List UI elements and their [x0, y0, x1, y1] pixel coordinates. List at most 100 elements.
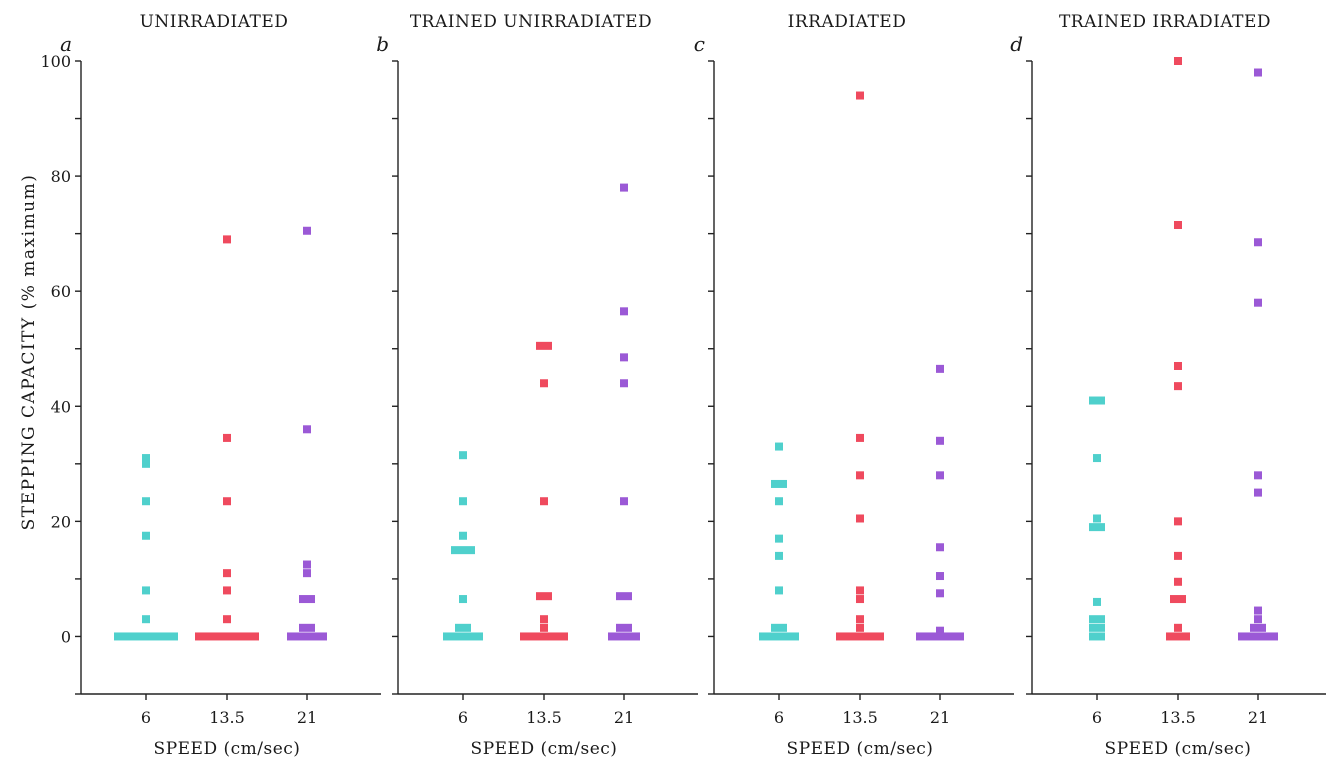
- data-point: [307, 623, 315, 632]
- data-point: [624, 632, 632, 641]
- y-tick-label: 20: [51, 512, 71, 531]
- data-point: [459, 451, 467, 460]
- data-point: [459, 632, 467, 641]
- data-point: [142, 586, 150, 595]
- x-tick-label: 13.5: [526, 708, 562, 727]
- data-point: [1174, 551, 1182, 560]
- data-point: [1097, 396, 1105, 405]
- data-point: [544, 341, 552, 350]
- data-point: [1093, 597, 1101, 606]
- data-point: [544, 592, 552, 601]
- x-tick-label: 13.5: [209, 708, 245, 727]
- y-axis-title: STEPPING CAPACITY (% maximum): [19, 174, 39, 531]
- data-point: [1089, 523, 1097, 532]
- data-point: [1174, 221, 1182, 230]
- data-point: [1254, 606, 1262, 615]
- data-point: [620, 353, 628, 362]
- data-point: [303, 226, 311, 235]
- data-point: [1174, 632, 1182, 641]
- x-tick-label: 6: [1092, 708, 1102, 727]
- data-point: [1166, 632, 1174, 641]
- data-point: [455, 623, 463, 632]
- data-point: [936, 364, 944, 373]
- x-axis-title: SPEED (cm/sec): [471, 739, 618, 759]
- panel-letter: c: [694, 32, 705, 56]
- data-point: [459, 595, 467, 604]
- panel-title: UNIRRADIATED: [140, 12, 289, 32]
- data-point: [223, 235, 231, 244]
- data-point: [235, 632, 243, 641]
- data-point: [916, 632, 924, 641]
- panel-c: IRRADIATED c 6 13.5 21 SPEED (cm/sec): [694, 12, 1014, 759]
- data-point: [1097, 623, 1105, 632]
- data-point: [767, 632, 775, 641]
- data-point: [146, 632, 154, 641]
- x-tick-label: 21: [1248, 708, 1268, 727]
- data-point: [1174, 361, 1182, 370]
- data-point: [536, 341, 544, 350]
- data-point: [122, 632, 130, 641]
- data-point: [620, 183, 628, 192]
- panel-title: TRAINED IRRADIATED: [1059, 12, 1271, 32]
- x-axis-title: SPEED (cm/sec): [154, 739, 301, 759]
- data-point: [940, 632, 948, 641]
- data-point: [1170, 595, 1178, 604]
- data-point: [459, 531, 467, 540]
- data-point: [856, 615, 864, 624]
- data-point: [1174, 623, 1182, 632]
- data-point: [783, 632, 791, 641]
- data-point: [536, 632, 544, 641]
- data-point: [211, 632, 219, 641]
- x-tick-label: 13.5: [842, 708, 878, 727]
- data-point: [467, 632, 475, 641]
- data-point: [287, 632, 295, 641]
- y-tick-label: 100: [40, 52, 71, 71]
- data-point: [467, 546, 475, 555]
- data-point: [1262, 632, 1270, 641]
- data-point: [475, 632, 483, 641]
- x-tick-label: 6: [458, 708, 468, 727]
- data-point: [203, 632, 211, 641]
- data-point: [1254, 298, 1262, 307]
- data-point: [844, 632, 852, 641]
- data-point: [620, 307, 628, 316]
- data-point: [295, 632, 303, 641]
- data-point: [936, 436, 944, 445]
- data-point: [624, 592, 632, 601]
- data-point: [856, 586, 864, 595]
- x-tick-label: 6: [141, 708, 151, 727]
- data-point: [223, 497, 231, 506]
- data-point: [1097, 615, 1105, 624]
- x-tick-label: 6: [774, 708, 784, 727]
- panel-b: TRAINED UNIRRADIATED b 6 13.5 21 SPEED (cm/se…: [376, 12, 698, 759]
- data-point: [142, 454, 150, 463]
- data-point: [540, 379, 548, 388]
- data-point: [142, 615, 150, 624]
- data-point: [223, 569, 231, 578]
- data-point: [1174, 577, 1182, 586]
- data-point: [1178, 595, 1186, 604]
- data-point: [451, 546, 459, 555]
- data-point: [856, 91, 864, 100]
- data-point: [1250, 623, 1258, 632]
- panel-d: TRAINED IRRADIATED d 6 13.5 21 SPEED (cm/sec): [1010, 12, 1326, 759]
- x-tick-label: 21: [297, 708, 317, 727]
- data-point: [856, 471, 864, 480]
- data-point: [856, 595, 864, 604]
- data-point: [771, 479, 779, 488]
- data-point: [1238, 632, 1246, 641]
- data-point: [223, 615, 231, 624]
- data-point: [775, 442, 783, 451]
- data-point: [759, 632, 767, 641]
- data-point: [616, 632, 624, 641]
- data-point: [1089, 396, 1097, 405]
- data-point: [1182, 632, 1190, 641]
- data-point: [520, 632, 528, 641]
- data-point: [775, 497, 783, 506]
- panel-a: UNIRRADIATED a 0 20 40 60 80 100 6 13.5 21 SPEED (c…: [40, 12, 381, 759]
- x-tick-label: 13.5: [1160, 708, 1196, 727]
- data-point: [540, 497, 548, 506]
- y-tick-label: 60: [51, 282, 71, 301]
- data-point: [608, 632, 616, 641]
- data-point: [311, 632, 319, 641]
